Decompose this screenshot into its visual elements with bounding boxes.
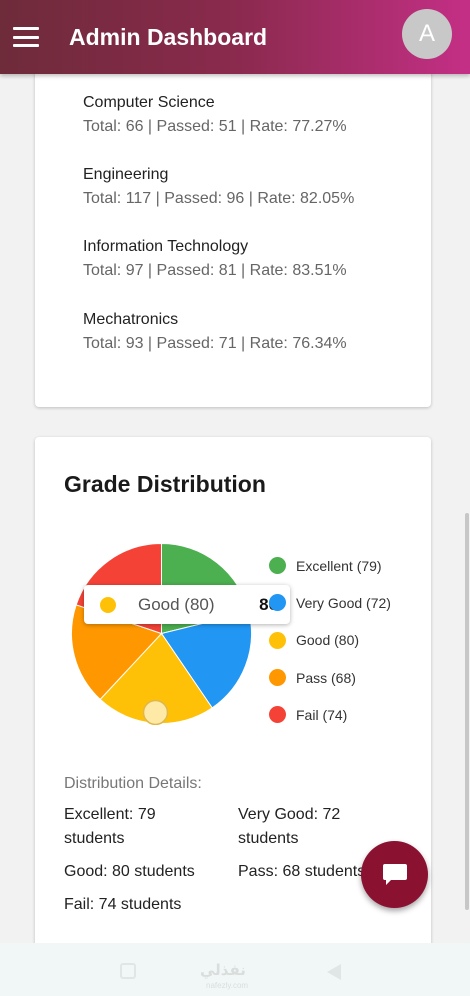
back-icon[interactable] xyxy=(325,963,343,981)
department-name: Computer Science xyxy=(83,94,215,111)
app-bar: Admin Dashboard A xyxy=(0,0,470,74)
legend-label: Pass (68) xyxy=(296,669,356,686)
department-item: Information Technology Total: 97 | Passe… xyxy=(83,238,347,280)
detail-fail: Fail: 74 students xyxy=(64,896,182,913)
legend-item-excellent[interactable]: Excellent (79) xyxy=(269,547,391,584)
chart-tooltip: Good (80) 80 xyxy=(84,585,290,624)
legend-label: Excellent (79) xyxy=(296,557,382,574)
grade-pie-chart[interactable] xyxy=(70,542,253,725)
legend-dot xyxy=(269,706,286,724)
department-item: Engineering Total: 117 | Passed: 96 | Ra… xyxy=(83,166,354,208)
system-nav-bar: نفذلي nafezly.com xyxy=(0,943,470,996)
detail-excellent: Excellent: 79 students xyxy=(64,806,156,847)
legend-label: Very Good (72) xyxy=(296,594,391,611)
grade-distribution-card: Grade Distribution Good (80) 80 Excellen… xyxy=(35,437,431,957)
department-stats: Total: 66 | Passed: 51 | Rate: 77.27% xyxy=(83,118,347,135)
legend-dot xyxy=(269,669,286,687)
tooltip-label: Good (80) xyxy=(138,594,215,614)
department-stats: Total: 93 | Passed: 71 | Rate: 76.34% xyxy=(83,335,347,352)
recent-apps-icon[interactable] xyxy=(120,963,136,979)
menu-icon[interactable] xyxy=(13,27,39,47)
department-name: Information Technology xyxy=(83,238,249,255)
legend-item-fail[interactable]: Fail (74) xyxy=(269,696,391,733)
department-item: Computer Science Total: 66 | Passed: 51 … xyxy=(83,94,347,136)
legend-label: Good (80) xyxy=(296,632,360,649)
legend-label: Fail (74) xyxy=(296,706,348,723)
details-title: Distribution Details: xyxy=(64,775,202,792)
grade-distribution-title: Grade Distribution xyxy=(64,471,266,497)
legend-item-pass[interactable]: Pass (68) xyxy=(269,659,391,696)
department-name: Mechatronics xyxy=(83,311,179,328)
detail-good: Good: 80 students xyxy=(64,863,195,880)
pie-hover-marker xyxy=(142,699,169,725)
avatar[interactable]: A xyxy=(402,9,452,59)
pie-slice-pass[interactable] xyxy=(71,604,163,701)
detail-pass: Pass: 68 students xyxy=(238,863,366,880)
department-stats: Total: 117 | Passed: 96 | Rate: 82.05% xyxy=(83,190,355,207)
watermark-logo: نفذلي xyxy=(200,962,246,979)
app-title: Admin Dashboard xyxy=(69,23,268,50)
legend-item-very-good[interactable]: Very Good (72) xyxy=(269,584,391,621)
legend-dot xyxy=(269,594,286,612)
detail-very-good: Very Good: 72 students xyxy=(238,806,341,847)
legend-dot xyxy=(269,557,286,575)
chat-button[interactable] xyxy=(361,841,428,908)
department-name: Engineering xyxy=(83,166,169,183)
chart-legend: Excellent (79) Very Good (72) Good (80) … xyxy=(269,547,391,733)
department-item: Mechatronics Total: 93 | Passed: 71 | Ra… xyxy=(83,311,347,353)
department-stats: Total: 97 | Passed: 81 | Rate: 83.51% xyxy=(83,262,347,279)
scrollbar[interactable] xyxy=(465,513,469,910)
watermark-url: nafezly.com xyxy=(206,981,249,990)
legend-dot xyxy=(269,631,286,649)
tooltip-color-dot xyxy=(100,596,116,613)
legend-item-good[interactable]: Good (80) xyxy=(269,622,391,659)
chat-icon xyxy=(382,863,407,885)
department-stats-card: Computer Science Total: 66 | Passed: 51 … xyxy=(35,60,431,407)
